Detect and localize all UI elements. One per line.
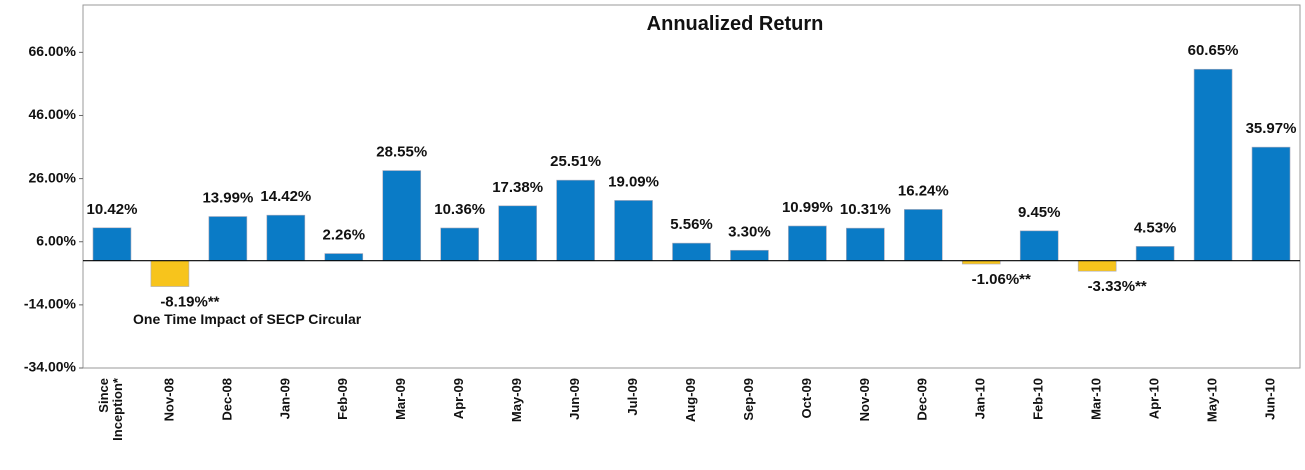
- value-label: 35.97%: [1246, 120, 1297, 137]
- plot-frame: [82, 4, 1301, 369]
- x-tick-label: SinceInception*: [96, 377, 125, 441]
- y-tick-label: -14.00%: [24, 296, 77, 312]
- bar: [324, 253, 364, 261]
- value-label: 19.09%: [608, 173, 659, 190]
- x-tick-label: Apr-10: [1147, 378, 1162, 419]
- value-label: -3.33%**: [1088, 278, 1147, 295]
- x-tick-label: Feb-10: [1031, 378, 1046, 420]
- x-tick-label: Apr-09: [451, 378, 466, 419]
- value-label: 5.56%: [670, 216, 713, 233]
- x-tick-label: Oct-09: [799, 378, 814, 418]
- x-tick-label: Jun-10: [1262, 378, 1277, 420]
- bar: [92, 227, 132, 261]
- bar: [672, 242, 711, 261]
- value-label: 2.26%: [323, 227, 366, 244]
- value-label: 10.42%: [87, 201, 138, 218]
- bar: [498, 205, 537, 261]
- y-tick-label: 26.00%: [29, 169, 77, 185]
- bar: [150, 260, 190, 287]
- bar: [730, 249, 769, 261]
- bar: [556, 179, 595, 261]
- bar: [904, 209, 943, 261]
- bar: [1251, 146, 1291, 261]
- annotation: One Time Impact of SECP Circular: [133, 311, 362, 327]
- x-tick-label: Sep-09: [741, 378, 756, 421]
- bar: [1077, 260, 1117, 272]
- y-tick-label: 46.00%: [29, 106, 77, 122]
- x-tick-label: Nov-08: [161, 378, 176, 421]
- x-tick-label: Aug-09: [683, 378, 698, 422]
- bar: [266, 214, 306, 261]
- bar: [440, 227, 479, 261]
- y-tick-label: 66.00%: [29, 43, 77, 59]
- x-tick-label: May-09: [509, 378, 524, 422]
- bar: [1019, 230, 1059, 261]
- value-label: 14.42%: [260, 188, 311, 205]
- x-tick-label: Mar-09: [393, 378, 408, 420]
- value-label: 16.24%: [898, 182, 949, 199]
- value-label: 10.31%: [840, 201, 891, 218]
- value-label: 9.45%: [1018, 204, 1061, 221]
- chart-title: Annualized Return: [647, 13, 824, 35]
- value-label: 28.55%: [376, 144, 427, 161]
- bar: [614, 200, 653, 261]
- bar: [1193, 68, 1233, 261]
- value-label: -8.19%**: [160, 294, 219, 311]
- x-tick-label: Jun-09: [567, 378, 582, 420]
- x-tick-label: Dec-08: [219, 378, 234, 421]
- x-tick-label: Mar-10: [1089, 378, 1104, 420]
- x-tick-label: Jan-09: [277, 378, 292, 419]
- x-tick-label: May-10: [1205, 378, 1220, 422]
- x-tick-label: Dec-09: [915, 378, 930, 421]
- value-label: 13.99%: [202, 190, 253, 207]
- bar: [788, 225, 827, 261]
- value-label: 4.53%: [1134, 219, 1177, 236]
- x-tick-label: Jul-09: [625, 378, 640, 416]
- value-label: -1.06%**: [972, 271, 1031, 288]
- y-tick-label: -34.00%: [24, 359, 77, 375]
- value-label: 10.36%: [434, 201, 485, 218]
- value-label: 17.38%: [492, 179, 543, 196]
- value-label: 25.51%: [550, 153, 601, 170]
- bar: [846, 227, 885, 261]
- x-tick-label: Jan-10: [973, 378, 988, 419]
- x-tick-label: Nov-09: [857, 378, 872, 421]
- value-label: 3.30%: [728, 223, 771, 240]
- value-label: 10.99%: [782, 199, 833, 216]
- value-label: 60.65%: [1188, 42, 1239, 59]
- bar: [382, 170, 422, 261]
- bar: [1135, 246, 1175, 261]
- x-tick-label: Feb-09: [335, 378, 350, 420]
- bar: [208, 216, 248, 261]
- y-tick-label: 6.00%: [36, 232, 76, 248]
